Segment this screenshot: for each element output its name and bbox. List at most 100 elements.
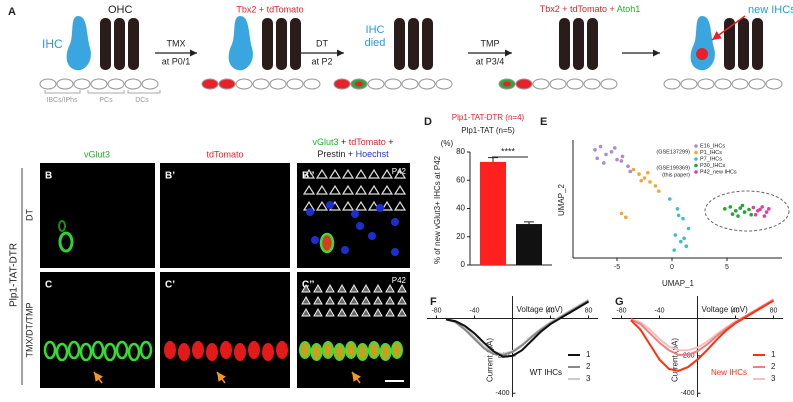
nucleus [306,208,314,216]
y-tick-label: 40 [456,204,465,213]
cell [356,343,369,361]
ihc-cell [228,16,253,71]
ohc-cell [262,18,273,70]
x-tick-label: -80 [616,307,626,314]
point [723,207,727,211]
cell-outline [361,295,371,305]
supporting-cell [124,78,142,90]
y-label: % of new vGlut3+ IHCs at P42 [433,155,442,264]
cell [91,340,105,360]
cell [319,232,335,254]
point [595,156,599,161]
supporting-cell [435,78,453,90]
x-tick-label: -80 [431,307,441,314]
point [734,209,738,213]
ohc-cell [408,18,419,70]
header-part: vGlut3 [312,137,338,147]
point [760,205,764,209]
point [609,150,614,154]
panel-letter: G [615,296,624,308]
cell-outline [367,168,381,179]
legend-entry: P1_IHCs [700,150,722,156]
cell [391,341,403,359]
column-header: vGlut3 [84,149,110,159]
cell [206,343,218,361]
nucleus [341,246,349,254]
point [684,244,689,248]
cell [79,342,93,362]
cell-outline [337,283,347,293]
arrow [93,371,103,384]
arrow [351,371,361,384]
cell-outline [337,295,347,305]
cell-outline [373,307,383,317]
cell-outline [301,307,311,317]
point [628,169,632,174]
cell-outline [325,295,335,305]
x-tick-label: -40 [654,307,664,314]
supporting-cell [384,78,402,90]
label: Tbx2 + tdTomato [236,4,303,14]
micrograph [160,163,290,268]
cell [333,343,346,361]
cell [67,340,81,360]
step-label: TMP [481,38,500,48]
legend-title: New IHCs [711,368,747,377]
cell-outline [397,295,407,305]
cell [43,340,57,360]
supporting-cell [418,78,436,90]
cell [103,342,117,362]
ohc-cell [422,18,433,70]
cell-outline [313,307,323,317]
cell-outline [397,283,407,293]
new-ihcs: new IHCs [748,4,793,16]
supporting-cell [765,78,783,90]
ohc-cell [394,18,405,70]
cell [299,341,311,359]
point [657,189,661,193]
label-part: Tbx2 + tdTomato + [540,4,617,14]
cell-outline [337,307,347,317]
panel-letter: C [45,280,52,291]
point [753,212,758,217]
micrograph [160,272,290,388]
legend-swatch [694,157,698,161]
cell-outline [325,307,335,317]
nucleus [311,236,319,244]
supporting-cell [566,78,584,90]
point [620,154,625,159]
point [762,214,767,218]
point [767,207,771,211]
nucleus [391,218,399,226]
cell [248,341,260,359]
bar [480,161,506,265]
nucleus [326,201,334,209]
cell [58,231,74,253]
cell-outline [373,295,383,305]
panel-letter: A [8,6,16,18]
supporting-cell [73,78,91,90]
axis-label: Voltage (mV) [517,305,564,314]
cell-outline [349,307,359,317]
point [742,210,747,214]
x-tick-label: 40 [732,307,740,314]
cell-outline [361,283,371,293]
supporting-cell [549,78,567,90]
supporting-cell [107,78,125,90]
point [758,207,762,212]
x-tick-label: -5 [614,264,620,271]
supporting-cell [714,78,732,90]
bracket [44,90,81,94]
cell [220,341,232,359]
iv-curve [445,300,590,358]
cell-outline [341,200,355,211]
legend-title: WT IHCs [530,368,562,377]
cell-label: PCs [99,97,113,104]
cell-outline [302,168,316,179]
column-header: vGlut3 + tdTomato + [312,137,393,147]
ohc-cell [738,18,749,70]
x-tick-label: 80 [770,307,778,314]
cell-outline [313,295,323,305]
cell-outline [373,283,383,293]
cell-outline [328,168,342,179]
